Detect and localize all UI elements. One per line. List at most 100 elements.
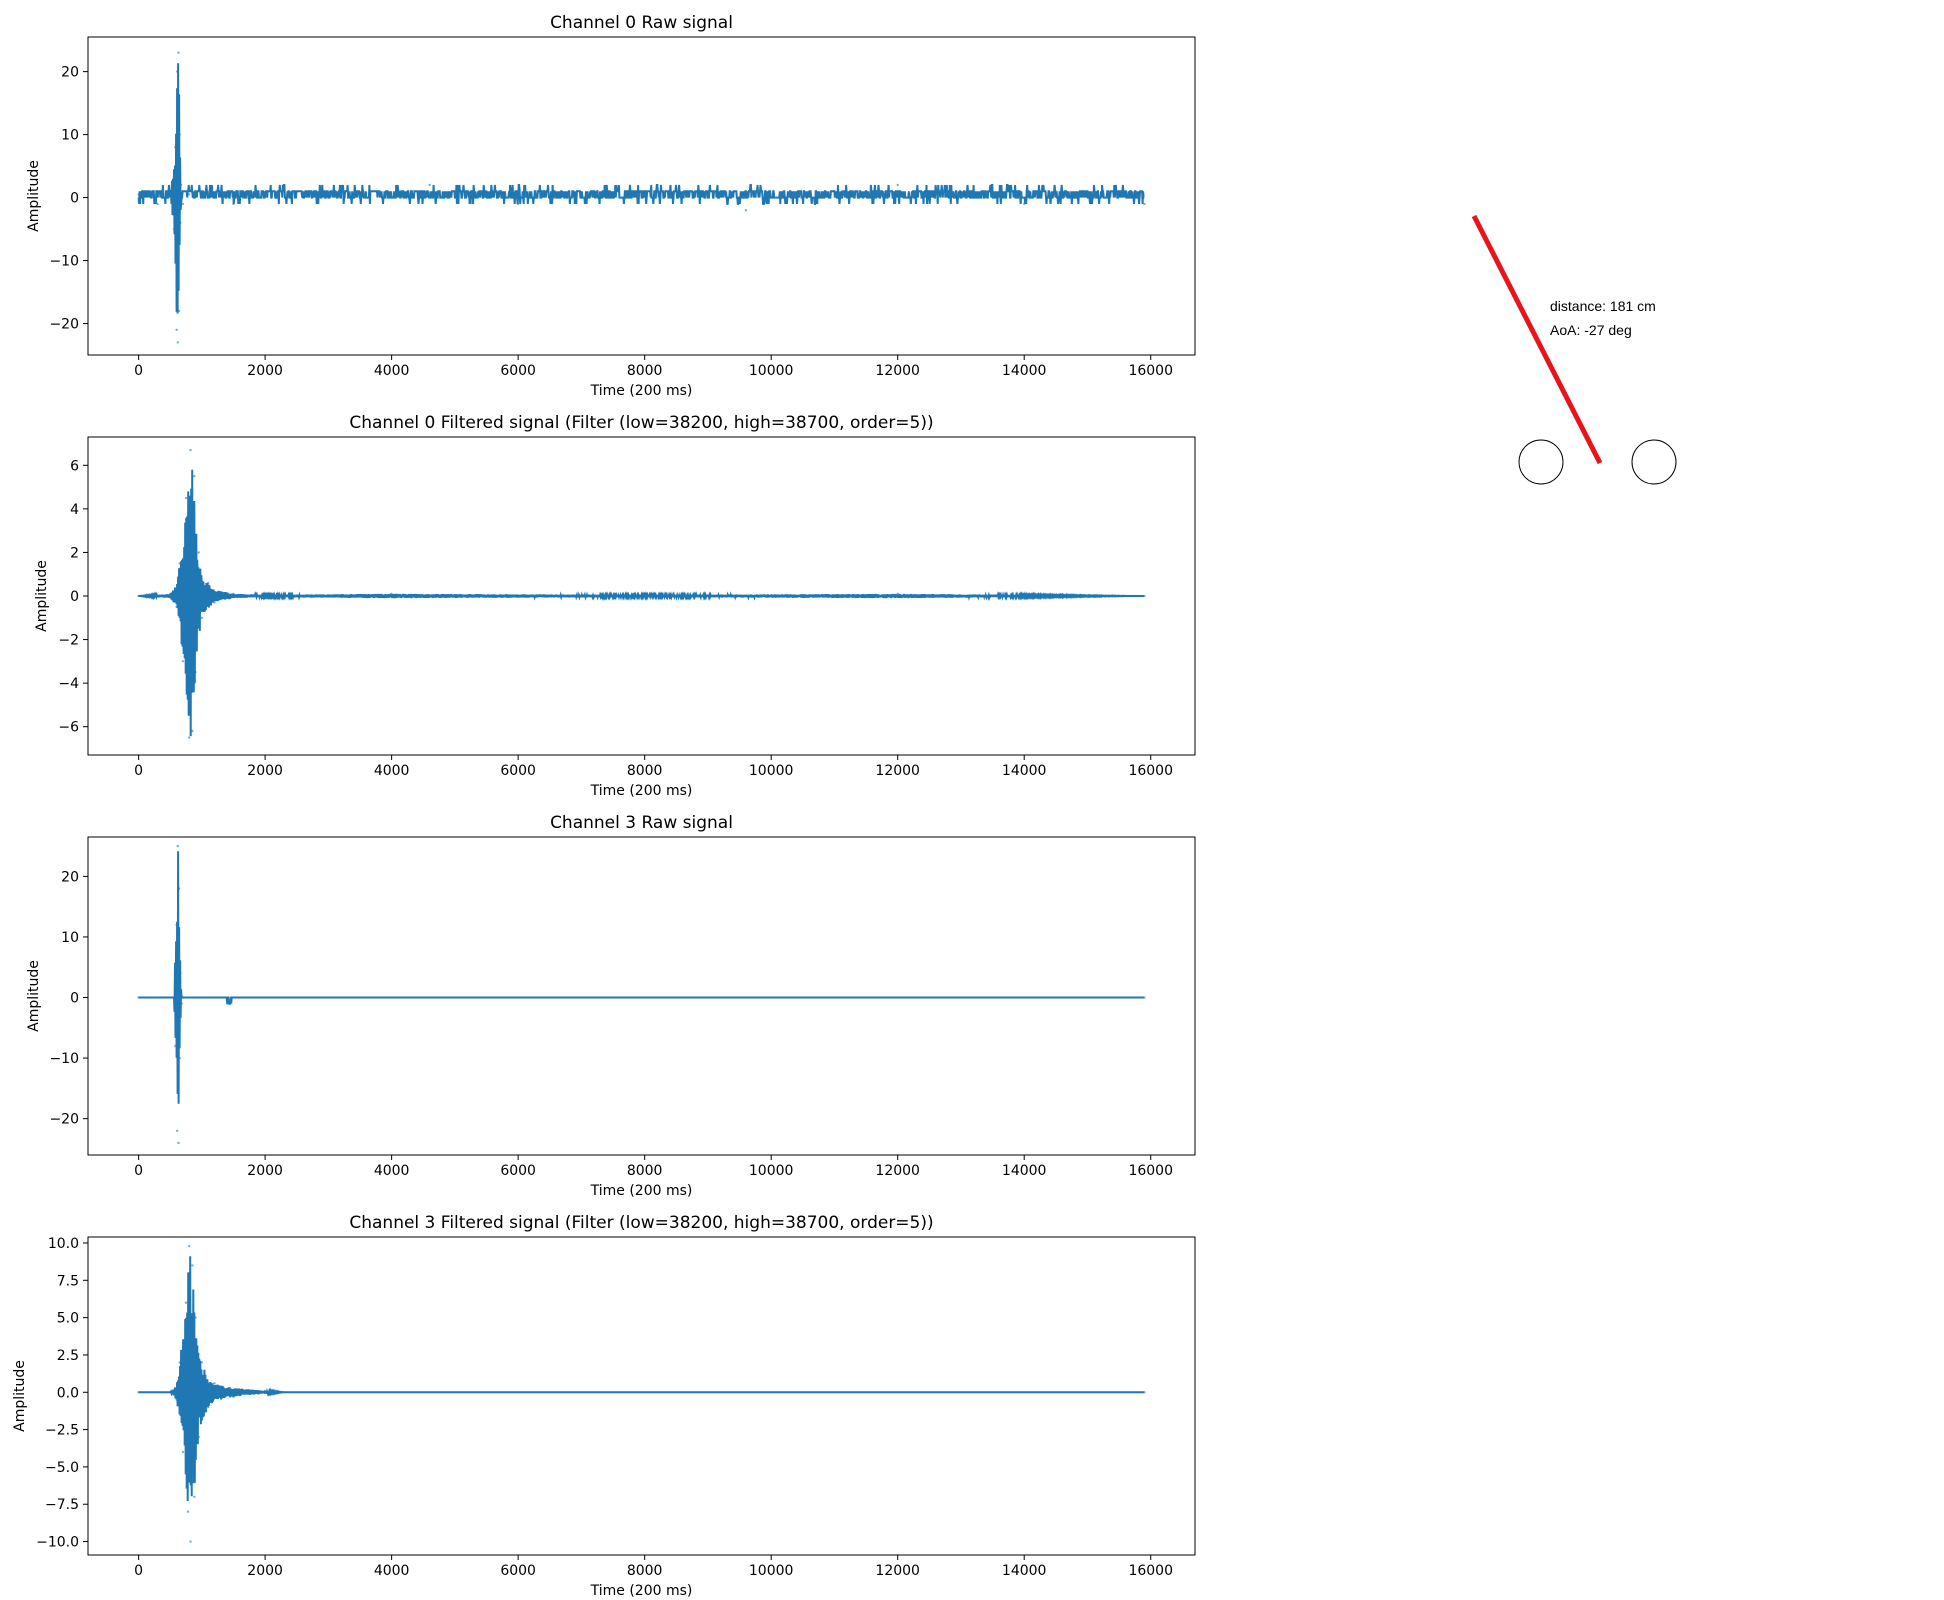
data-point (174, 1044, 177, 1048)
data-point (177, 887, 181, 890)
x-axis-label: Time (200 ms) (590, 1583, 693, 1599)
x-tick-label: 14000 (1002, 363, 1047, 379)
x-tick-label: 2000 (247, 1563, 283, 1579)
data-point (213, 601, 216, 604)
data-point (181, 660, 185, 663)
x-tick-label: 0 (134, 763, 143, 779)
data-point (213, 1382, 216, 1385)
data-point (137, 193, 140, 196)
chart-title: Channel 0 Filtered signal (Filter (low=3… (349, 413, 933, 433)
data-point (643, 593, 646, 597)
data-point (896, 183, 899, 187)
data-point (228, 1002, 231, 1005)
y-tick-label: 20 (61, 65, 79, 81)
data-point (282, 1391, 286, 1394)
data-point (189, 448, 192, 452)
x-tick-label: 6000 (500, 363, 536, 379)
data-point (193, 1495, 196, 1499)
y-tick-label: −20 (49, 1112, 79, 1128)
y-tick-label: 0 (70, 191, 79, 207)
y-tick-label: 5.0 (57, 1311, 79, 1327)
x-tick-label: 6000 (500, 1163, 536, 1179)
data-point (516, 202, 520, 206)
data-point (184, 496, 188, 500)
x-tick-label: 16000 (1128, 363, 1173, 379)
y-axis-label: Amplitude (26, 160, 42, 232)
data-point (137, 996, 140, 999)
data-point (178, 133, 181, 136)
x-tick-label: 12000 (875, 1163, 920, 1179)
data-point (1143, 996, 1146, 999)
x-tick-label: 14000 (1002, 763, 1047, 779)
data-point (226, 1002, 229, 1005)
data-point (1143, 594, 1146, 598)
y-tick-label: −6 (58, 720, 79, 736)
y-tick-label: 0 (70, 589, 79, 605)
data-point (169, 592, 172, 595)
series-line (138, 1256, 1145, 1502)
y-tick-label: 4 (70, 502, 79, 518)
data-point (189, 1540, 192, 1543)
data-point (174, 146, 177, 149)
x-tick-label: 10000 (749, 763, 794, 779)
data-point (181, 996, 185, 999)
direction-line (1471, 214, 1603, 465)
data-point (390, 592, 393, 595)
data-point (178, 1361, 181, 1364)
y-tick-label: 10.0 (48, 1236, 79, 1252)
x-tick-label: 12000 (875, 363, 920, 379)
data-point (188, 736, 191, 739)
data-point (896, 592, 899, 595)
data-point (194, 1316, 197, 1319)
data-point (175, 923, 178, 926)
data-point (169, 190, 172, 193)
x-tick-label: 4000 (374, 763, 410, 779)
data-point (175, 1398, 178, 1401)
x-tick-label: 4000 (374, 1563, 410, 1579)
x-tick-label: 2000 (247, 763, 283, 779)
y-tick-label: 20 (61, 869, 79, 885)
data-point (227, 996, 230, 999)
y-tick-label: −10.0 (36, 1535, 79, 1551)
y-tick-label: 0 (70, 991, 79, 1007)
y-tick-label: 0.0 (57, 1385, 79, 1401)
data-point (176, 70, 179, 73)
plot-frame (87, 36, 1196, 356)
sensor-right-circle (1631, 439, 1677, 485)
y-tick-label: −2.5 (45, 1423, 79, 1439)
y-axis-label: Amplitude (12, 1360, 28, 1432)
data-point (833, 190, 836, 193)
data-point (177, 1141, 180, 1145)
data-point (191, 1264, 194, 1267)
data-point (179, 221, 182, 224)
x-axis-label: Time (200 ms) (590, 383, 693, 399)
x-tick-label: 2000 (247, 1163, 283, 1179)
y-tick-label: 10 (61, 128, 79, 144)
x-tick-label: 0 (134, 1563, 143, 1579)
plot-frame (87, 436, 1196, 756)
y-tick-label: 6 (70, 458, 79, 474)
x-tick-label: 0 (134, 1163, 143, 1179)
x-tick-label: 8000 (627, 363, 663, 379)
distance-label: distance: 181 cm (1550, 298, 1656, 314)
data-point (188, 193, 191, 196)
x-tick-label: 16000 (1128, 763, 1173, 779)
data-point (137, 1391, 140, 1394)
plot-marks: 0 2000 4000 6000 8000 10000 12000 14000 16000 −20… (49, 51, 1173, 379)
x-tick-label: 6000 (500, 763, 536, 779)
plot-marks: 0 2000 4000 6000 8000 10000 12000 14000 16000 −10… (36, 1236, 1173, 1579)
chart-title: Channel 3 Filtered signal (Filter (low=3… (349, 1213, 933, 1233)
angle-of-arrival-diagram: distance: 181 cm AoA: -27 deg (1471, 214, 1677, 485)
data-point (194, 671, 197, 674)
x-tick-label: 8000 (627, 1163, 663, 1179)
y-tick-label: −2 (58, 633, 79, 649)
sensor-left-circle (1518, 439, 1564, 485)
data-point (184, 1301, 188, 1304)
data-point (175, 328, 178, 331)
x-tick-label: 0 (134, 363, 143, 379)
data-point (193, 475, 196, 478)
x-tick-label: 12000 (875, 1563, 920, 1579)
x-tick-label: 12000 (875, 763, 920, 779)
y-tick-label: −10 (49, 1051, 79, 1067)
data-point (327, 190, 330, 193)
